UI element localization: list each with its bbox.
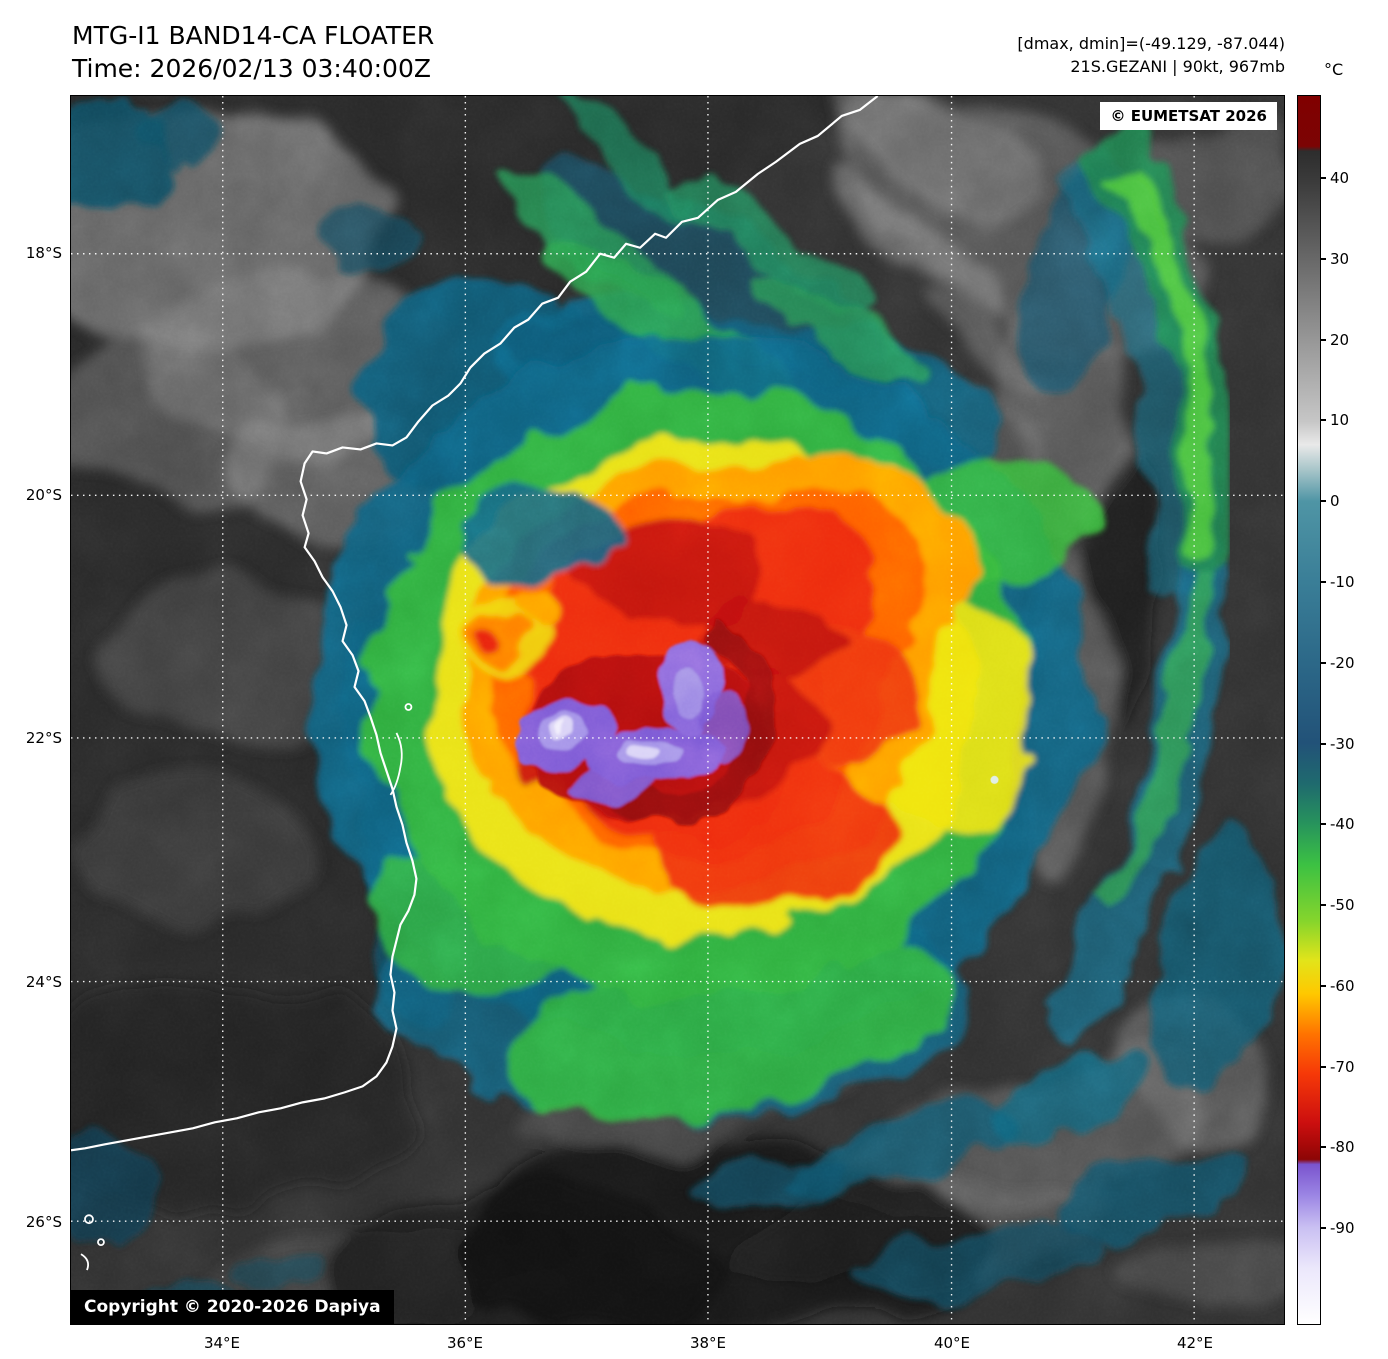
- colorbar-tick-30: 30: [1321, 250, 1349, 268]
- copyright-badge: Copyright © 2020-2026 Dapiya: [71, 1290, 394, 1324]
- tick-mark: [1321, 258, 1326, 260]
- eumetsat-badge: © EUMETSAT 2026: [1100, 102, 1277, 130]
- tick-mark: [1321, 581, 1326, 583]
- lat-label-24s: 24°S: [25, 973, 62, 991]
- tick-mark: [1321, 1146, 1326, 1148]
- lon-label-38e: 38°E: [689, 1334, 727, 1352]
- lat-label-20s: 20°S: [25, 486, 62, 504]
- lat-label-22s: 22°S: [25, 729, 62, 747]
- tick-mark: [1321, 662, 1326, 664]
- temperature-colorbar: [1297, 95, 1321, 1325]
- noise-texture: [71, 96, 1284, 1324]
- title-block: MTG-I1 BAND14-CA FLOATER Time: 2026/02/1…: [72, 20, 434, 85]
- colorbar-tick-m30: -30: [1321, 735, 1355, 753]
- colorbar-tick-m40: -40: [1321, 815, 1355, 833]
- colorbar-tick-0: 0: [1321, 492, 1340, 510]
- colorbar-tick-m20: -20: [1321, 654, 1355, 672]
- colorbar-tick-20: 20: [1321, 331, 1349, 349]
- colorbar-tick-m10: -10: [1321, 573, 1355, 591]
- colorbar-tick-10: 10: [1321, 411, 1349, 429]
- tick-mark: [1321, 1227, 1326, 1229]
- colorbar-unit-label: °C: [1324, 60, 1344, 79]
- page-title: MTG-I1 BAND14-CA FLOATER: [72, 21, 435, 50]
- coastline: [71, 96, 879, 1152]
- islands: [80, 703, 413, 1271]
- lon-label-40e: 40°E: [933, 1334, 971, 1352]
- tick-mark: [1321, 985, 1326, 987]
- tick-mark: [1321, 339, 1326, 341]
- colorbar-tick-m50: -50: [1321, 896, 1355, 914]
- colorbar-tick-m60: -60: [1321, 977, 1355, 995]
- tick-mark: [1321, 419, 1326, 421]
- header-right: [dmax, dmin]=(-49.129, -87.044) 21S.GEZA…: [1017, 32, 1285, 78]
- tick-mark: [1321, 177, 1326, 179]
- tick-mark: [1321, 743, 1326, 745]
- tick-mark: [1321, 823, 1326, 825]
- dmax-dmin-label: [dmax, dmin]=(-49.129, -87.044): [1017, 34, 1285, 53]
- lat-label-18s: 18°S: [25, 244, 62, 262]
- satellite-map: © EUMETSAT 2026 Copyright © 2020-2026 Da…: [70, 95, 1285, 1325]
- colorbar-tick-m70: -70: [1321, 1058, 1355, 1076]
- timestamp-label: Time: 2026/02/13 03:40:00Z: [72, 53, 431, 83]
- tick-mark: [1321, 1066, 1326, 1068]
- graticule-gridlines: [71, 96, 1284, 1324]
- colorbar-tick-40: 40: [1321, 169, 1349, 187]
- lon-label-36e: 36°E: [446, 1334, 484, 1352]
- storm-info-label: 21S.GEZANI | 90kt, 967mb: [1070, 57, 1285, 77]
- tick-mark: [1321, 500, 1326, 502]
- tick-mark: [1321, 904, 1326, 906]
- lat-label-26s: 26°S: [25, 1213, 62, 1231]
- lon-label-34e: 34°E: [203, 1334, 241, 1352]
- lon-label-42e: 42°E: [1176, 1334, 1214, 1352]
- colorbar-tick-m80: -80: [1321, 1138, 1355, 1156]
- map-image: [71, 96, 1284, 1324]
- colorbar-tick-m90: -90: [1321, 1219, 1355, 1237]
